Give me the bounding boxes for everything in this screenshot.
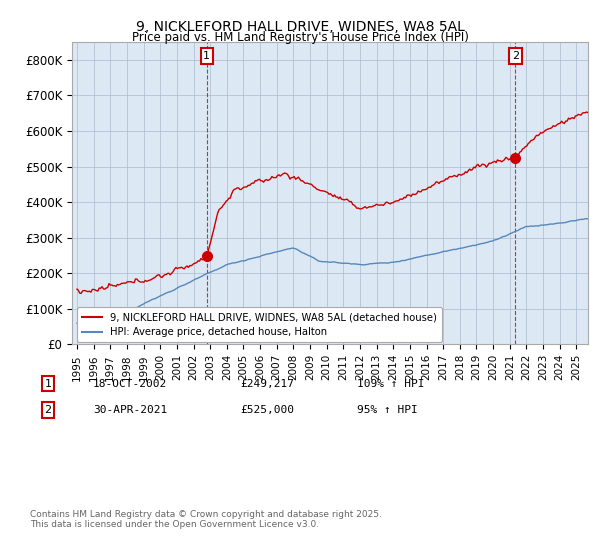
Text: 2: 2 bbox=[512, 51, 519, 61]
Text: 18-OCT-2002: 18-OCT-2002 bbox=[93, 379, 167, 389]
Text: 30-APR-2021: 30-APR-2021 bbox=[93, 405, 167, 415]
Text: Contains HM Land Registry data © Crown copyright and database right 2025.
This d: Contains HM Land Registry data © Crown c… bbox=[30, 510, 382, 529]
Legend: 9, NICKLEFORD HALL DRIVE, WIDNES, WA8 5AL (detached house), HPI: Average price, : 9, NICKLEFORD HALL DRIVE, WIDNES, WA8 5A… bbox=[77, 307, 442, 342]
Text: £525,000: £525,000 bbox=[240, 405, 294, 415]
Text: 109% ↑ HPI: 109% ↑ HPI bbox=[357, 379, 425, 389]
Text: 1: 1 bbox=[203, 51, 211, 61]
Text: 1: 1 bbox=[44, 379, 52, 389]
Text: 95% ↑ HPI: 95% ↑ HPI bbox=[357, 405, 418, 415]
Text: 2: 2 bbox=[44, 405, 52, 415]
Text: 9, NICKLEFORD HALL DRIVE, WIDNES, WA8 5AL: 9, NICKLEFORD HALL DRIVE, WIDNES, WA8 5A… bbox=[136, 20, 464, 34]
Text: £249,217: £249,217 bbox=[240, 379, 294, 389]
Text: Price paid vs. HM Land Registry's House Price Index (HPI): Price paid vs. HM Land Registry's House … bbox=[131, 31, 469, 44]
